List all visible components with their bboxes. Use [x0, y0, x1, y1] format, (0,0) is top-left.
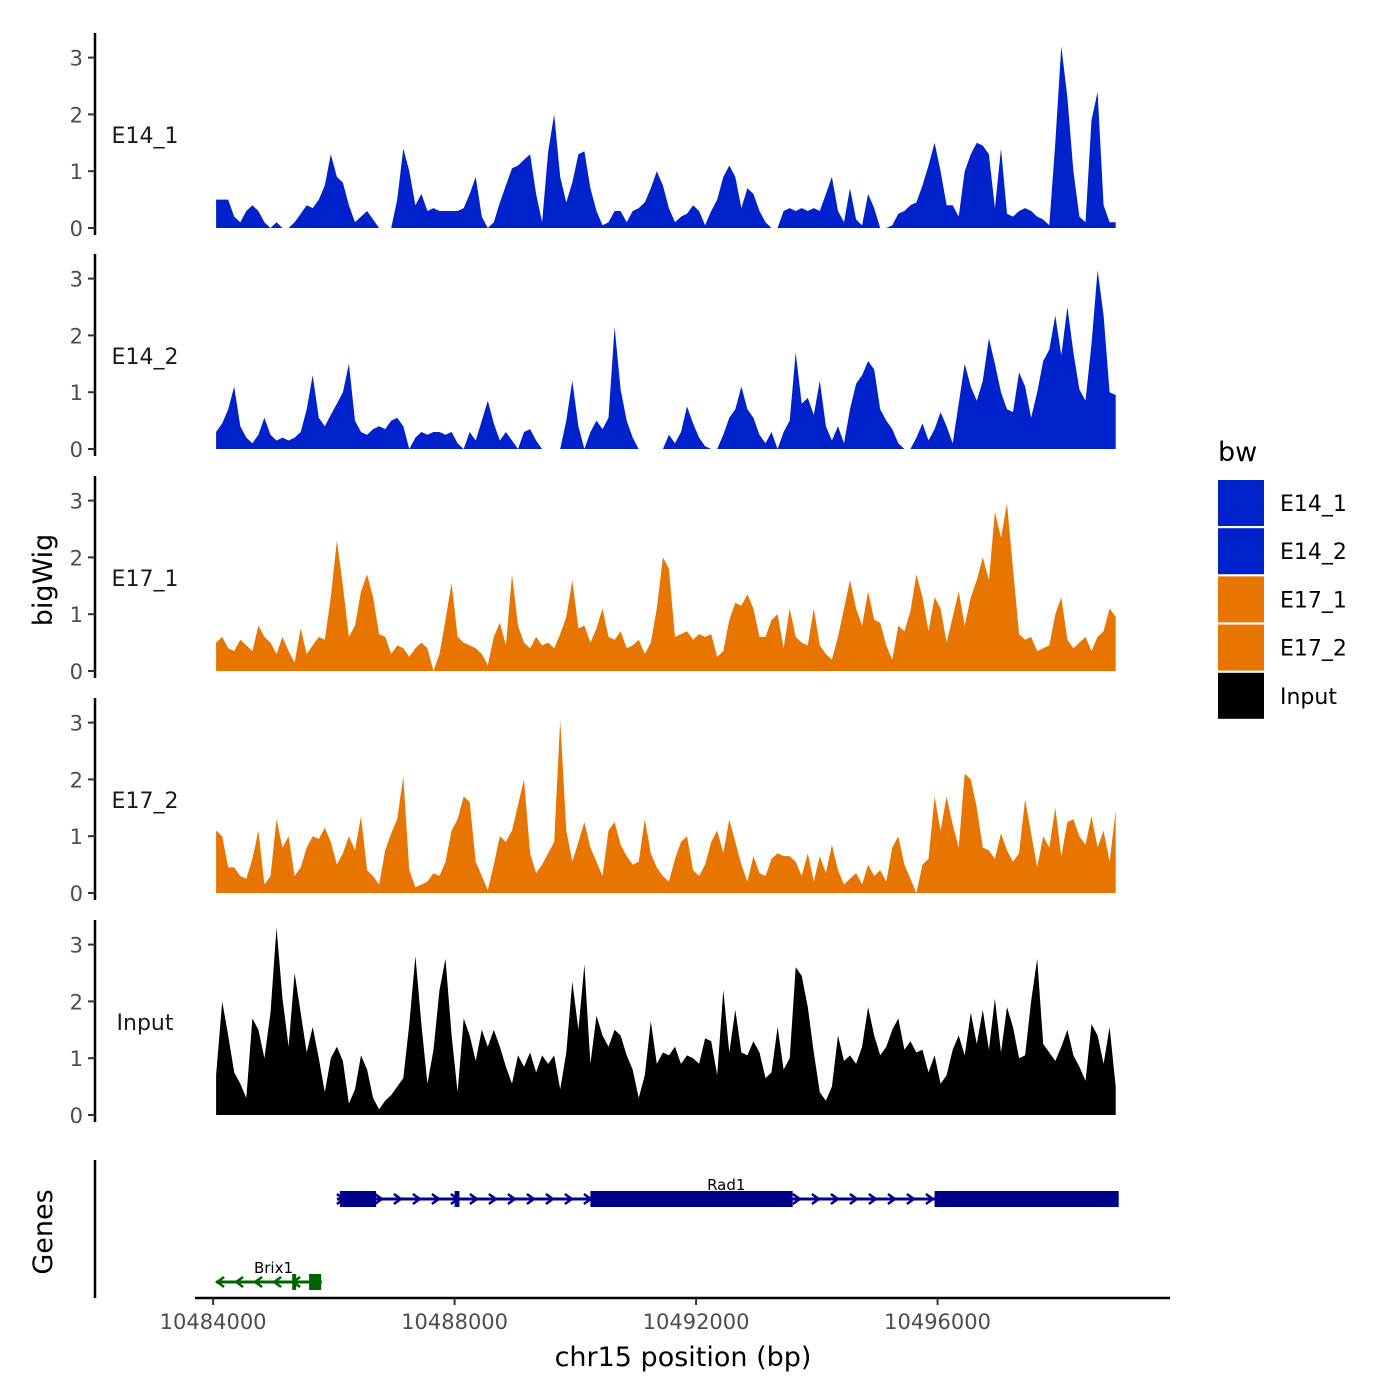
track-Input: 0 1 2 3 Input: [70, 920, 1116, 1128]
gene-label: Rad1: [707, 1176, 745, 1194]
area-Input: [216, 927, 1116, 1115]
strand-arrow: [507, 1192, 518, 1206]
track-label: E14_1: [112, 124, 179, 149]
strand-arrow: [214, 1275, 225, 1289]
y-axis-title: bigWig: [28, 534, 59, 627]
genes-axis-title: Genes: [28, 1189, 59, 1274]
genes-panel: Brix1 Rad1: [93, 1160, 1119, 1298]
strand-arrow: [233, 1275, 244, 1289]
strand-arrow: [792, 1192, 803, 1206]
y-tick-label: 3: [70, 934, 83, 958]
legend-label: E17_1: [1280, 588, 1347, 613]
y-tick-label: 3: [70, 490, 83, 514]
x-tick-label: 10488000: [401, 1310, 508, 1334]
strand-arrow: [906, 1192, 917, 1206]
legend-key-Input: [1218, 672, 1264, 719]
y-tick-label: 2: [70, 324, 83, 348]
legend-label: Input: [1280, 685, 1337, 710]
strand-arrow: [431, 1192, 442, 1206]
strand-arrow: [469, 1192, 480, 1206]
strand-arrow: [526, 1192, 537, 1206]
legend-key-E17_2: [1218, 624, 1264, 671]
exon: [309, 1274, 322, 1290]
exon: [454, 1191, 460, 1207]
y-tick-label: 1: [70, 603, 83, 627]
legend-title: bw: [1218, 437, 1257, 468]
y-tick-label: 2: [70, 990, 83, 1014]
y-tick-label: 1: [70, 825, 83, 849]
area-E14_2: [216, 270, 1116, 449]
legend-label: E17_2: [1280, 637, 1347, 662]
exon: [934, 1191, 1119, 1207]
legend-key-E14_1: [1218, 480, 1264, 526]
y-tick-label: 0: [70, 1104, 83, 1128]
tracks: 0 1 2 3 E14_1 0 1 2 3 E14_2 0 1 2 3 E17_1 0 1 2 3 E17_2 0 1 2 3…: [70, 33, 1116, 1128]
exon: [292, 1274, 297, 1290]
strand-arrow: [849, 1192, 860, 1206]
y-tick-label: 2: [70, 546, 83, 570]
y-tick-label: 1: [70, 160, 83, 184]
y-tick-label: 0: [70, 438, 83, 462]
track-E17_2: 0 1 2 3 E17_2: [70, 698, 1116, 906]
track-E17_1: 0 1 2 3 E17_1: [70, 476, 1116, 684]
area-E17_2: [216, 719, 1116, 893]
legend: bw E14_1 E14_2 E17_1 E17_2 Input: [1218, 437, 1347, 719]
strand-arrow: [374, 1192, 385, 1206]
track-E14_2: 0 1 2 3 E14_2: [70, 254, 1116, 462]
track-label: Input: [117, 1011, 174, 1036]
y-tick-label: 1: [70, 1047, 83, 1071]
strand-arrow: [412, 1192, 423, 1206]
y-tick-label: 0: [70, 882, 83, 906]
area-E14_1: [216, 46, 1116, 229]
track-E14_1: 0 1 2 3 E14_1: [70, 33, 1116, 241]
y-tick-label: 3: [70, 47, 83, 71]
legend-key-E17_1: [1218, 576, 1264, 623]
strand-arrow: [564, 1192, 575, 1206]
y-tick-label: 1: [70, 381, 83, 405]
y-tick-label: 0: [70, 660, 83, 684]
strand-arrow: [887, 1192, 898, 1206]
x-axis: 10484000 10488000 10492000 10496000: [160, 1296, 1170, 1334]
exon: [339, 1191, 377, 1207]
track-label: E14_2: [112, 345, 179, 370]
y-tick-label: 0: [70, 217, 83, 241]
y-tick-label: 3: [70, 712, 83, 736]
strand-arrow: [830, 1192, 841, 1206]
gene-label: Brix1: [254, 1259, 293, 1277]
gene-Brix1: Brix1: [214, 1259, 322, 1290]
strand-arrow: [868, 1192, 879, 1206]
legend-label: E14_2: [1280, 540, 1347, 565]
track-label: E17_1: [112, 567, 179, 592]
strand-arrow: [488, 1192, 499, 1206]
strand-arrow: [393, 1192, 404, 1206]
strand-arrow: [545, 1192, 556, 1206]
y-tick-label: 2: [70, 768, 83, 792]
strand-arrow: [925, 1192, 936, 1206]
legend-key-E14_2: [1218, 528, 1264, 575]
gene-Rad1: Rad1: [336, 1176, 1119, 1207]
strand-arrow: [252, 1275, 263, 1289]
exon: [590, 1191, 793, 1207]
track-label: E17_2: [112, 789, 179, 814]
legend-label: E14_1: [1280, 492, 1347, 517]
x-tick-label: 10484000: [160, 1310, 267, 1334]
strand-arrow: [271, 1275, 282, 1289]
y-tick-label: 3: [70, 268, 83, 292]
x-axis-title: chr15 position (bp): [555, 1342, 812, 1373]
x-tick-label: 10492000: [643, 1310, 750, 1334]
y-tick-label: 2: [70, 103, 83, 127]
x-tick-label: 10496000: [884, 1310, 991, 1334]
strand-arrow: [811, 1192, 822, 1206]
area-E17_1: [216, 503, 1116, 671]
